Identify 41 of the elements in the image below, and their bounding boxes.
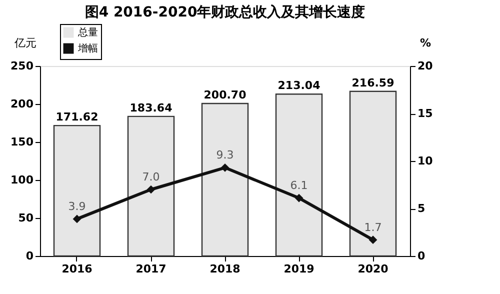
point bbox=[72, 214, 82, 224]
bar bbox=[53, 124, 101, 257]
y-tick-label: 0 bbox=[26, 250, 34, 262]
y-tick-label: 250 bbox=[10, 60, 34, 72]
x-tick-label: 2019 bbox=[284, 262, 314, 276]
legend-label: 增幅 bbox=[77, 42, 98, 54]
y-tick-label: 50 bbox=[18, 212, 34, 224]
y2-tick-label: 0 bbox=[418, 250, 426, 262]
data-label: 9.3 bbox=[216, 148, 234, 162]
data-label: 216.59 bbox=[352, 76, 394, 90]
y-tick-label: 100 bbox=[10, 174, 34, 186]
data-label: 171.62 bbox=[56, 110, 98, 124]
x-tick-label: 2017 bbox=[136, 262, 166, 276]
data-label: 6.1 bbox=[290, 179, 308, 192]
bar bbox=[201, 102, 249, 257]
chart-title: 图4 2016-2020年财政总收入及其增长速度 bbox=[84, 4, 366, 20]
y2-tick-label: 5 bbox=[418, 202, 426, 215]
bar bbox=[349, 90, 397, 257]
x-tick-label: 2020 bbox=[358, 262, 389, 276]
data-label: 183.64 bbox=[130, 101, 173, 114]
data-label: 200.70 bbox=[204, 88, 247, 102]
y-tick-label: 200 bbox=[10, 98, 34, 110]
point bbox=[146, 185, 156, 194]
y2-axis-title: % bbox=[420, 36, 432, 50]
x-tick-label: 2016 bbox=[62, 262, 93, 276]
point bbox=[220, 163, 230, 172]
point bbox=[294, 194, 304, 202]
point bbox=[368, 236, 378, 244]
y-tick-label: 150 bbox=[10, 136, 34, 148]
y2-tick-label: 10 bbox=[418, 154, 434, 168]
data-label: 213.04 bbox=[278, 79, 321, 92]
bar bbox=[275, 93, 323, 257]
y2-tick-label: 15 bbox=[418, 107, 433, 120]
y-axis-title: 亿元 bbox=[14, 36, 36, 50]
data-label: 3.9 bbox=[68, 200, 86, 213]
y2-tick-label: 20 bbox=[418, 60, 434, 72]
x-tick-label: 2018 bbox=[210, 262, 240, 276]
data-label: 7.0 bbox=[142, 170, 160, 184]
bar bbox=[127, 116, 175, 257]
data-label: 1.7 bbox=[364, 220, 382, 234]
legend-label: 总量 bbox=[77, 26, 98, 38]
